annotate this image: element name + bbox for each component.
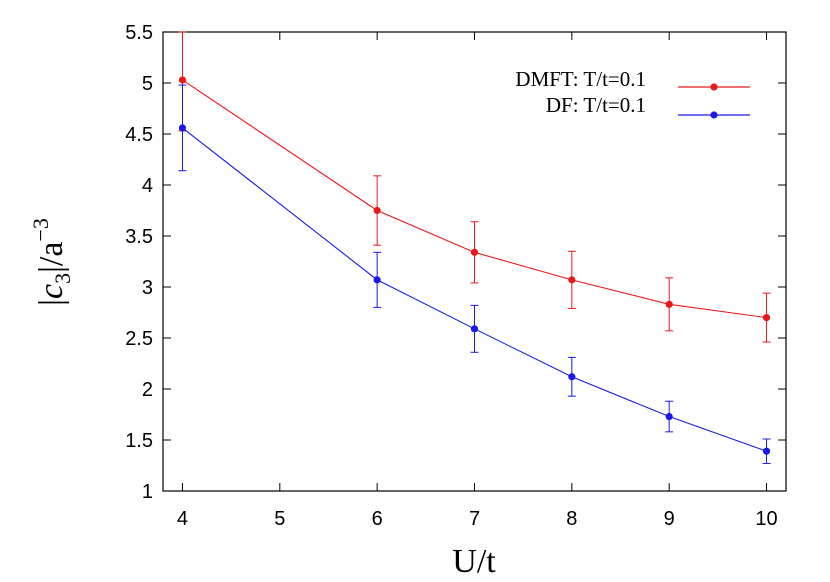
data-point: [373, 206, 381, 215]
y-tick-label: 5.5: [125, 22, 153, 44]
series-line: [182, 127, 767, 452]
y-axis-title-close: |/a: [33, 242, 70, 273]
y-tick-label: 4: [142, 175, 153, 197]
x-axis-title: U/t: [452, 543, 496, 580]
data-point: [762, 314, 771, 322]
y-tick-label: 1: [142, 481, 153, 503]
data-point: [178, 76, 187, 84]
x-tick-label: 8: [566, 508, 577, 530]
x-tick-label: 6: [372, 508, 383, 530]
data-point: [665, 300, 673, 308]
legend-label-dmft: DMFT: T/t=0.1: [515, 67, 646, 91]
legend: DMFT: T/t=0.1 DF: T/t=0.1: [515, 67, 750, 119]
x-tick-label: 7: [469, 508, 480, 530]
data-point: [762, 447, 771, 455]
y-tick-label: 1.5: [125, 430, 153, 452]
y-tick-label: 3: [142, 277, 153, 299]
data-point: [568, 276, 576, 284]
x-tick-label: 9: [664, 508, 675, 530]
series-line: [182, 79, 767, 319]
legend-marker-df: [710, 111, 718, 119]
series-0: [178, 31, 771, 343]
legend-label-df: DF: T/t=0.1: [546, 93, 646, 117]
x-tick-label: 5: [274, 508, 285, 530]
y-axis-title-open: |: [33, 299, 70, 306]
y-tick-label: 5: [142, 73, 153, 95]
y-tick-label: 2.5: [125, 328, 153, 350]
y-axis-title: |c3|/a−3: [28, 218, 75, 306]
data-point: [470, 325, 479, 333]
y-axis-title-var: c: [33, 284, 70, 299]
y-tick-label: 3.5: [125, 226, 153, 248]
series-layer: [178, 31, 771, 464]
y-axis-title-sub: 3: [50, 273, 75, 284]
data-point: [665, 412, 673, 421]
legend-marker-dmft: [710, 83, 718, 91]
axis-ticks: 4 5 6 7 8 9 10 1 1.5 2 2.5 3 3.5 4 4.5 5 5.5: [125, 22, 786, 530]
y-tick-label: 2: [142, 379, 153, 401]
data-point: [470, 248, 479, 256]
y-tick-label: 4.5: [125, 124, 153, 146]
y-axis-title-sup: −3: [28, 218, 53, 241]
data-point: [568, 373, 576, 381]
series-1: [178, 84, 771, 464]
data-point: [178, 124, 187, 132]
data-point: [373, 276, 381, 284]
x-tick-label: 4: [177, 508, 188, 530]
x-tick-label: 10: [755, 508, 777, 530]
